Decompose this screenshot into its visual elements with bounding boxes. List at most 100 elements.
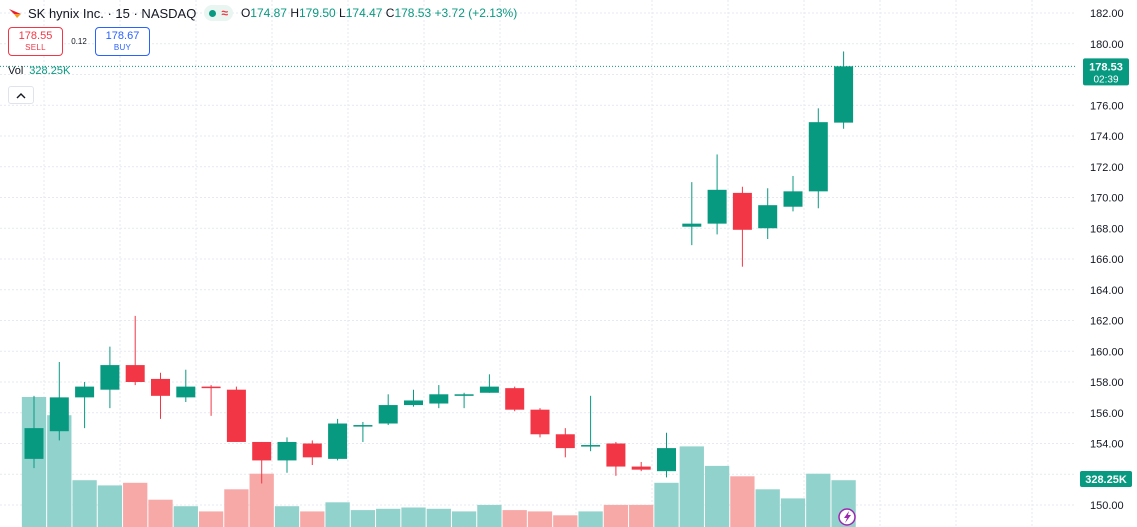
candle-body: [24, 428, 44, 459]
y-tick-label: 150.00: [1090, 500, 1124, 512]
volume-axis-label: 328.25K: [1085, 474, 1127, 486]
volume-legend: Vol 328.25K: [8, 65, 70, 77]
volume-bar: [730, 476, 755, 527]
y-tick-label: 182.00: [1090, 8, 1124, 20]
candle-body: [808, 122, 828, 192]
candle-body: [732, 192, 752, 230]
y-tick-label: 162.00: [1090, 316, 1124, 328]
volume-bar: [72, 480, 97, 527]
market-status-badge[interactable]: ≈: [204, 5, 233, 21]
open-label: O: [240, 6, 251, 20]
candle-body: [201, 386, 221, 389]
candle-body: [277, 441, 297, 461]
volume-bar: [300, 511, 325, 527]
low-label: L: [339, 6, 346, 20]
candle-body: [834, 66, 854, 123]
candle-body: [429, 394, 449, 404]
candle-body: [378, 405, 398, 424]
trade-buttons: 178.55 SELL 0.12 178.67 BUY: [8, 27, 150, 56]
volume-bar: [527, 511, 553, 527]
candle-body: [75, 386, 95, 398]
volume-bar: [173, 506, 198, 527]
volume-bar: [350, 510, 376, 527]
volume-bar: [578, 511, 603, 527]
volume-bar: [198, 511, 224, 527]
volume-bar: [451, 511, 477, 527]
last-price-label: 178.53: [1089, 61, 1123, 73]
high-label: H: [290, 6, 299, 20]
candle-body: [631, 466, 651, 470]
y-tick-label: 172.00: [1090, 162, 1124, 174]
y-tick-label: 164.00: [1090, 285, 1124, 297]
y-tick-label: 154.00: [1090, 439, 1124, 451]
y-tick-label: 168.00: [1090, 223, 1124, 235]
buy-price: 178.67: [105, 30, 140, 42]
candle-body: [252, 441, 272, 461]
candle-body: [176, 386, 196, 398]
lightning-icon[interactable]: [838, 508, 856, 526]
candle-body: [707, 189, 727, 224]
candle-body: [657, 448, 676, 472]
candle-body: [581, 445, 601, 447]
candle-body: [606, 443, 626, 467]
buy-button[interactable]: 178.67 BUY: [95, 27, 150, 56]
y-tick-label: 160.00: [1090, 346, 1124, 358]
low-value: 174.47: [345, 6, 383, 20]
last-price-badge: [1083, 58, 1129, 86]
buy-label: BUY: [113, 43, 132, 52]
candle-body: [49, 397, 69, 432]
volume-bar: [274, 506, 300, 527]
symbol-legend: SK hynix Inc. · 15 · NASDAQ ≈ O174.87 H1…: [8, 5, 517, 21]
volume-bar: [325, 502, 350, 527]
volume-axis-badge: [1080, 471, 1132, 487]
volume-bar: [704, 465, 730, 527]
volume-bar: [553, 515, 578, 527]
y-tick-label: 156.00: [1090, 408, 1124, 420]
volume-value: 328.25K: [29, 65, 71, 77]
wave-icon: ≈: [221, 6, 228, 20]
volume-bar: [603, 504, 629, 527]
candle-body: [404, 400, 423, 406]
volume-bar: [502, 510, 527, 527]
candle-body: [302, 443, 322, 458]
volume-bar: [123, 482, 148, 527]
candle-body: [454, 394, 474, 396]
volume-bar: [148, 499, 173, 527]
volume-label[interactable]: Vol: [8, 65, 24, 77]
collapse-legend-button[interactable]: [8, 86, 34, 104]
symbol-title[interactable]: SK hynix Inc. · 15 · NASDAQ: [28, 5, 197, 21]
volume-bar: [477, 504, 502, 527]
close-value: 178.53: [394, 6, 432, 20]
market-open-dot-icon: [209, 9, 217, 17]
sell-button[interactable]: 178.55 SELL: [8, 27, 63, 56]
candle-body: [505, 388, 525, 410]
candle-body: [125, 365, 145, 382]
y-tick-label: 166.00: [1090, 254, 1124, 266]
candle-body: [682, 223, 702, 227]
y-tick-label: 180.00: [1090, 39, 1124, 51]
countdown-label: 02:39: [1093, 74, 1118, 85]
volume-bar: [97, 485, 123, 527]
candle-body: [530, 409, 550, 435]
volume-bar: [679, 446, 704, 527]
candle-body: [226, 389, 246, 442]
candle-body: [328, 423, 348, 459]
sk-hynix-logo-icon: [9, 9, 21, 18]
candle-body: [783, 191, 803, 207]
sell-label: SELL: [25, 43, 46, 52]
y-tick-label: 176.00: [1090, 100, 1124, 112]
volume-bar: [654, 482, 679, 527]
volume-bar: [755, 489, 780, 527]
candle-body: [758, 205, 778, 229]
ohlc-values: O174.87 H179.50 L174.47 C178.53 +3.72 (+…: [241, 6, 517, 20]
change-value: +3.72 (+2.13%): [434, 6, 518, 20]
candle-body: [151, 378, 170, 396]
candle-body: [555, 434, 575, 449]
y-tick-label: 174.00: [1090, 131, 1124, 143]
volume-bar: [376, 508, 401, 527]
close-label: C: [385, 6, 395, 20]
volume-bar: [780, 498, 806, 527]
candle-body: [479, 386, 499, 393]
